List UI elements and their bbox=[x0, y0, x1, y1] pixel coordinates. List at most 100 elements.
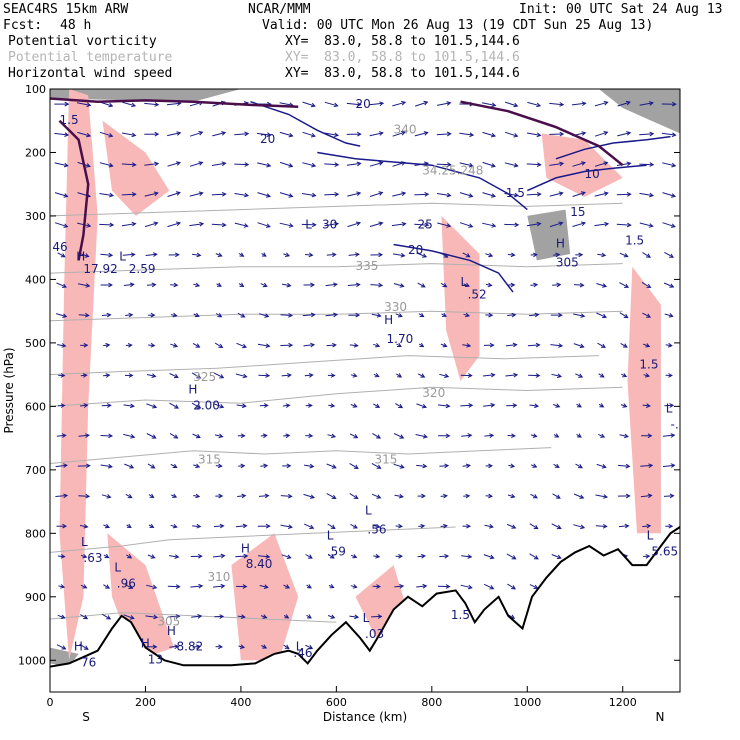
plot-annotation: 1.5 bbox=[506, 186, 525, 200]
wind-arrow-head bbox=[240, 433, 246, 439]
wind-arrow bbox=[169, 432, 178, 439]
plot-annotation: 13 bbox=[148, 652, 163, 666]
wind-arrow-head bbox=[175, 161, 181, 166]
wind-arrow-head bbox=[442, 282, 448, 288]
wind-arrow-head bbox=[623, 433, 629, 439]
terrain-line bbox=[50, 526, 680, 668]
wind-arrow-head bbox=[197, 553, 203, 559]
wind-arrow bbox=[640, 464, 653, 467]
wind-arrow bbox=[189, 223, 204, 227]
wind-arrow bbox=[144, 222, 158, 228]
field-pv-xy: XY= 83.0, 58.8 to 101.5,144.6 bbox=[285, 34, 520, 49]
wind-arrow bbox=[573, 284, 584, 286]
wind-arrow-head bbox=[468, 162, 474, 168]
wind-arrow-head bbox=[333, 102, 339, 108]
field-wind-xy: XY= 83.0, 58.8 to 101.5,144.6 bbox=[285, 66, 520, 81]
wind-arrow bbox=[662, 192, 676, 197]
wind-arrow bbox=[282, 404, 290, 407]
wind-arrow-head bbox=[310, 342, 316, 348]
wind-arrow bbox=[440, 495, 447, 497]
wind-arrow bbox=[56, 282, 67, 288]
wind-arrow-head bbox=[400, 131, 406, 136]
wind-arrow-head bbox=[219, 614, 225, 619]
wind-arrow bbox=[414, 101, 428, 107]
wind-arrow bbox=[213, 372, 224, 379]
wind-arrow bbox=[144, 192, 158, 197]
wind-arrow-head bbox=[422, 433, 428, 439]
wind-arrow bbox=[100, 435, 113, 437]
wind-arrow-head bbox=[285, 433, 291, 439]
wind-arrow-head bbox=[150, 342, 156, 348]
wind-arrow bbox=[211, 162, 226, 166]
wind-arrow-head bbox=[646, 403, 651, 408]
wind-arrow-head bbox=[129, 464, 135, 469]
wind-arrow-head bbox=[513, 102, 519, 108]
org-title: NCAR/MMM bbox=[248, 2, 311, 17]
wind-arrow-head bbox=[397, 313, 403, 318]
wind-arrow-head bbox=[310, 312, 316, 318]
wind-arrow-head bbox=[311, 192, 317, 198]
wind-arrow bbox=[369, 102, 384, 106]
wind-arrow-head bbox=[534, 312, 540, 318]
wind-arrow bbox=[529, 553, 539, 560]
wind-arrow bbox=[77, 131, 91, 137]
wind-arrow-head bbox=[306, 614, 312, 619]
wind-arrow-head bbox=[175, 614, 181, 619]
wind-arrow-head bbox=[310, 102, 316, 108]
wind-arrow-head bbox=[83, 403, 89, 408]
wind-arrow bbox=[504, 101, 518, 107]
wind-arrow-head bbox=[374, 373, 380, 378]
wind-arrow-head bbox=[401, 100, 407, 106]
wind-arrow bbox=[211, 193, 226, 196]
wind-arrow bbox=[414, 223, 429, 226]
wind-arrow-head bbox=[60, 253, 66, 258]
wind-arrow-head bbox=[239, 282, 245, 287]
wind-arrow bbox=[482, 222, 496, 227]
wind-arrow-head bbox=[352, 524, 358, 529]
wind-arrow-head bbox=[623, 253, 629, 258]
plot-annotation: 15 bbox=[570, 205, 585, 219]
y-tick-label: 600 bbox=[25, 400, 46, 413]
wind-arrow-head bbox=[109, 192, 115, 198]
wind-arrow bbox=[505, 374, 518, 377]
wind-arrow bbox=[459, 192, 473, 197]
plot-annotation: -.30 bbox=[671, 418, 694, 432]
plot-annotation: .03 bbox=[365, 627, 384, 641]
wind-arrow bbox=[369, 162, 383, 167]
wind-arrow bbox=[506, 553, 516, 560]
wind-arrow bbox=[103, 374, 110, 377]
wind-arrow-head bbox=[488, 524, 494, 529]
wind-arrow-head bbox=[311, 162, 317, 168]
wind-arrow-head bbox=[60, 614, 66, 619]
wind-arrow bbox=[327, 615, 335, 619]
wind-arrow bbox=[662, 464, 675, 468]
wind-arrow-head bbox=[602, 283, 608, 288]
wind-arrow bbox=[192, 342, 200, 348]
wind-arrow-head bbox=[62, 523, 68, 529]
wind-arrow bbox=[146, 433, 156, 439]
plot-frame bbox=[49, 88, 681, 693]
wind-arrow-head bbox=[445, 433, 451, 439]
plot-annotation: H bbox=[141, 637, 150, 651]
wind-arrow-head bbox=[398, 523, 403, 529]
wind-arrow-head bbox=[197, 614, 203, 619]
wind-arrow-head bbox=[243, 223, 249, 228]
wind-arrow bbox=[324, 223, 339, 227]
wind-arrow-head bbox=[647, 493, 653, 499]
wind-arrow-head bbox=[332, 342, 337, 348]
wind-arrow-head bbox=[578, 373, 584, 378]
plot-annotation: L bbox=[327, 529, 334, 543]
wind-arrow bbox=[304, 464, 314, 468]
wind-arrow bbox=[146, 374, 156, 377]
wind-arrow bbox=[372, 432, 381, 439]
wind-arrow-head bbox=[264, 493, 270, 499]
wind-arrow-head bbox=[310, 282, 316, 288]
wind-arrow-head bbox=[173, 434, 179, 439]
wind-arrow-head bbox=[286, 554, 292, 559]
wind-arrow-head bbox=[131, 221, 137, 227]
wind-arrow-head bbox=[559, 161, 565, 167]
wind-arrow-head bbox=[467, 433, 473, 438]
wind-arrow-head bbox=[285, 584, 291, 589]
wind-arrow bbox=[214, 342, 223, 348]
wind-arrow bbox=[507, 583, 516, 590]
